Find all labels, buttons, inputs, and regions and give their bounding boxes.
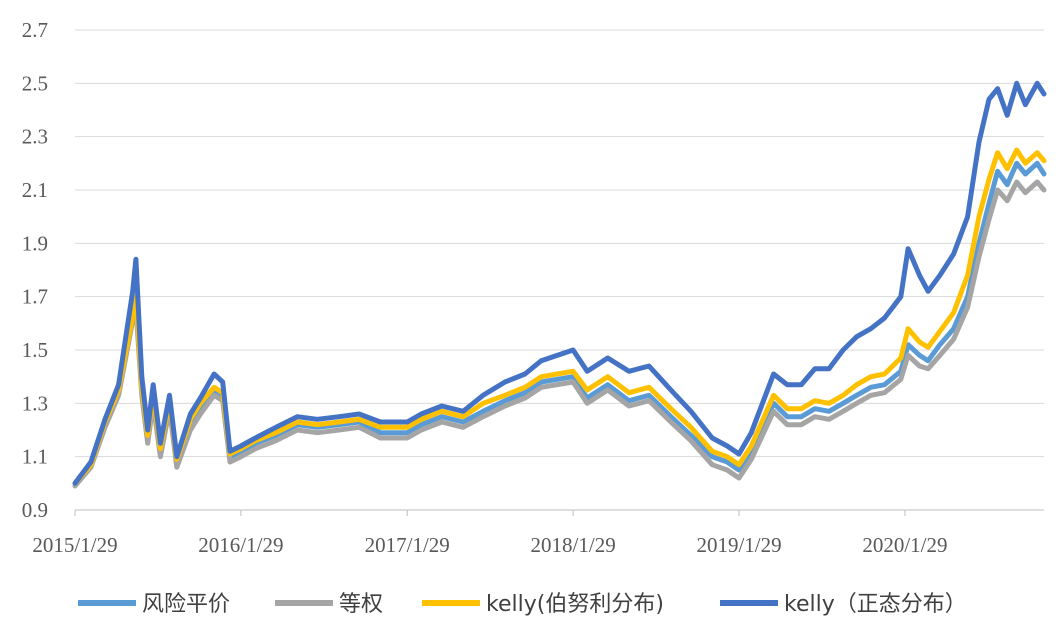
x-tick-label: 2017/1/29: [365, 533, 450, 557]
legend-label-2: kelly(伯努利分布): [486, 592, 664, 617]
series-line-0: [72, 160, 1047, 486]
x-tick-label: 2018/1/29: [531, 533, 616, 557]
legend-label-3: kelly（正态分布）: [784, 592, 967, 617]
y-tick-label: 1.7: [22, 285, 48, 309]
legend-label-1: 等权: [339, 592, 383, 617]
series-lines: [72, 80, 1047, 489]
x-tick-label: 2015/1/29: [32, 533, 117, 557]
y-tick-label: 2.1: [22, 178, 48, 202]
y-tick-label: 2.7: [22, 18, 48, 42]
y-tick-label: 1.9: [22, 231, 48, 255]
y-axis-tick-labels: 0.9 1.1 1.3 1.5 1.7 1.9 2.1 2.3 2.5 2.7: [22, 18, 48, 522]
legend-label-0: 风险平价: [142, 592, 230, 617]
x-tick-label: 2019/1/29: [696, 533, 781, 557]
y-tick-label: 1.5: [22, 338, 48, 362]
y-tick-label: 2.5: [22, 71, 48, 95]
y-tick-label: 2.3: [22, 125, 48, 149]
series-line-1: [72, 179, 1047, 489]
series-line-3: [72, 80, 1047, 486]
y-tick-label: 1.1: [22, 445, 48, 469]
gridlines: [75, 29, 1044, 458]
x-tick-label: 2016/1/29: [198, 533, 283, 557]
series-line-2: [72, 147, 1047, 486]
x-tick-label: 2020/1/29: [862, 533, 947, 557]
x-axis: [74, 509, 1044, 516]
x-axis-tick-labels: 2015/1/29 2016/1/29 2017/1/29 2018/1/29 2019…: [32, 533, 947, 557]
legend: 风险平价 等权 kelly(伯努利分布) kelly（正态分布）: [78, 592, 967, 617]
y-tick-label: 1.3: [22, 391, 48, 415]
y-tick-label: 0.9: [22, 498, 48, 522]
